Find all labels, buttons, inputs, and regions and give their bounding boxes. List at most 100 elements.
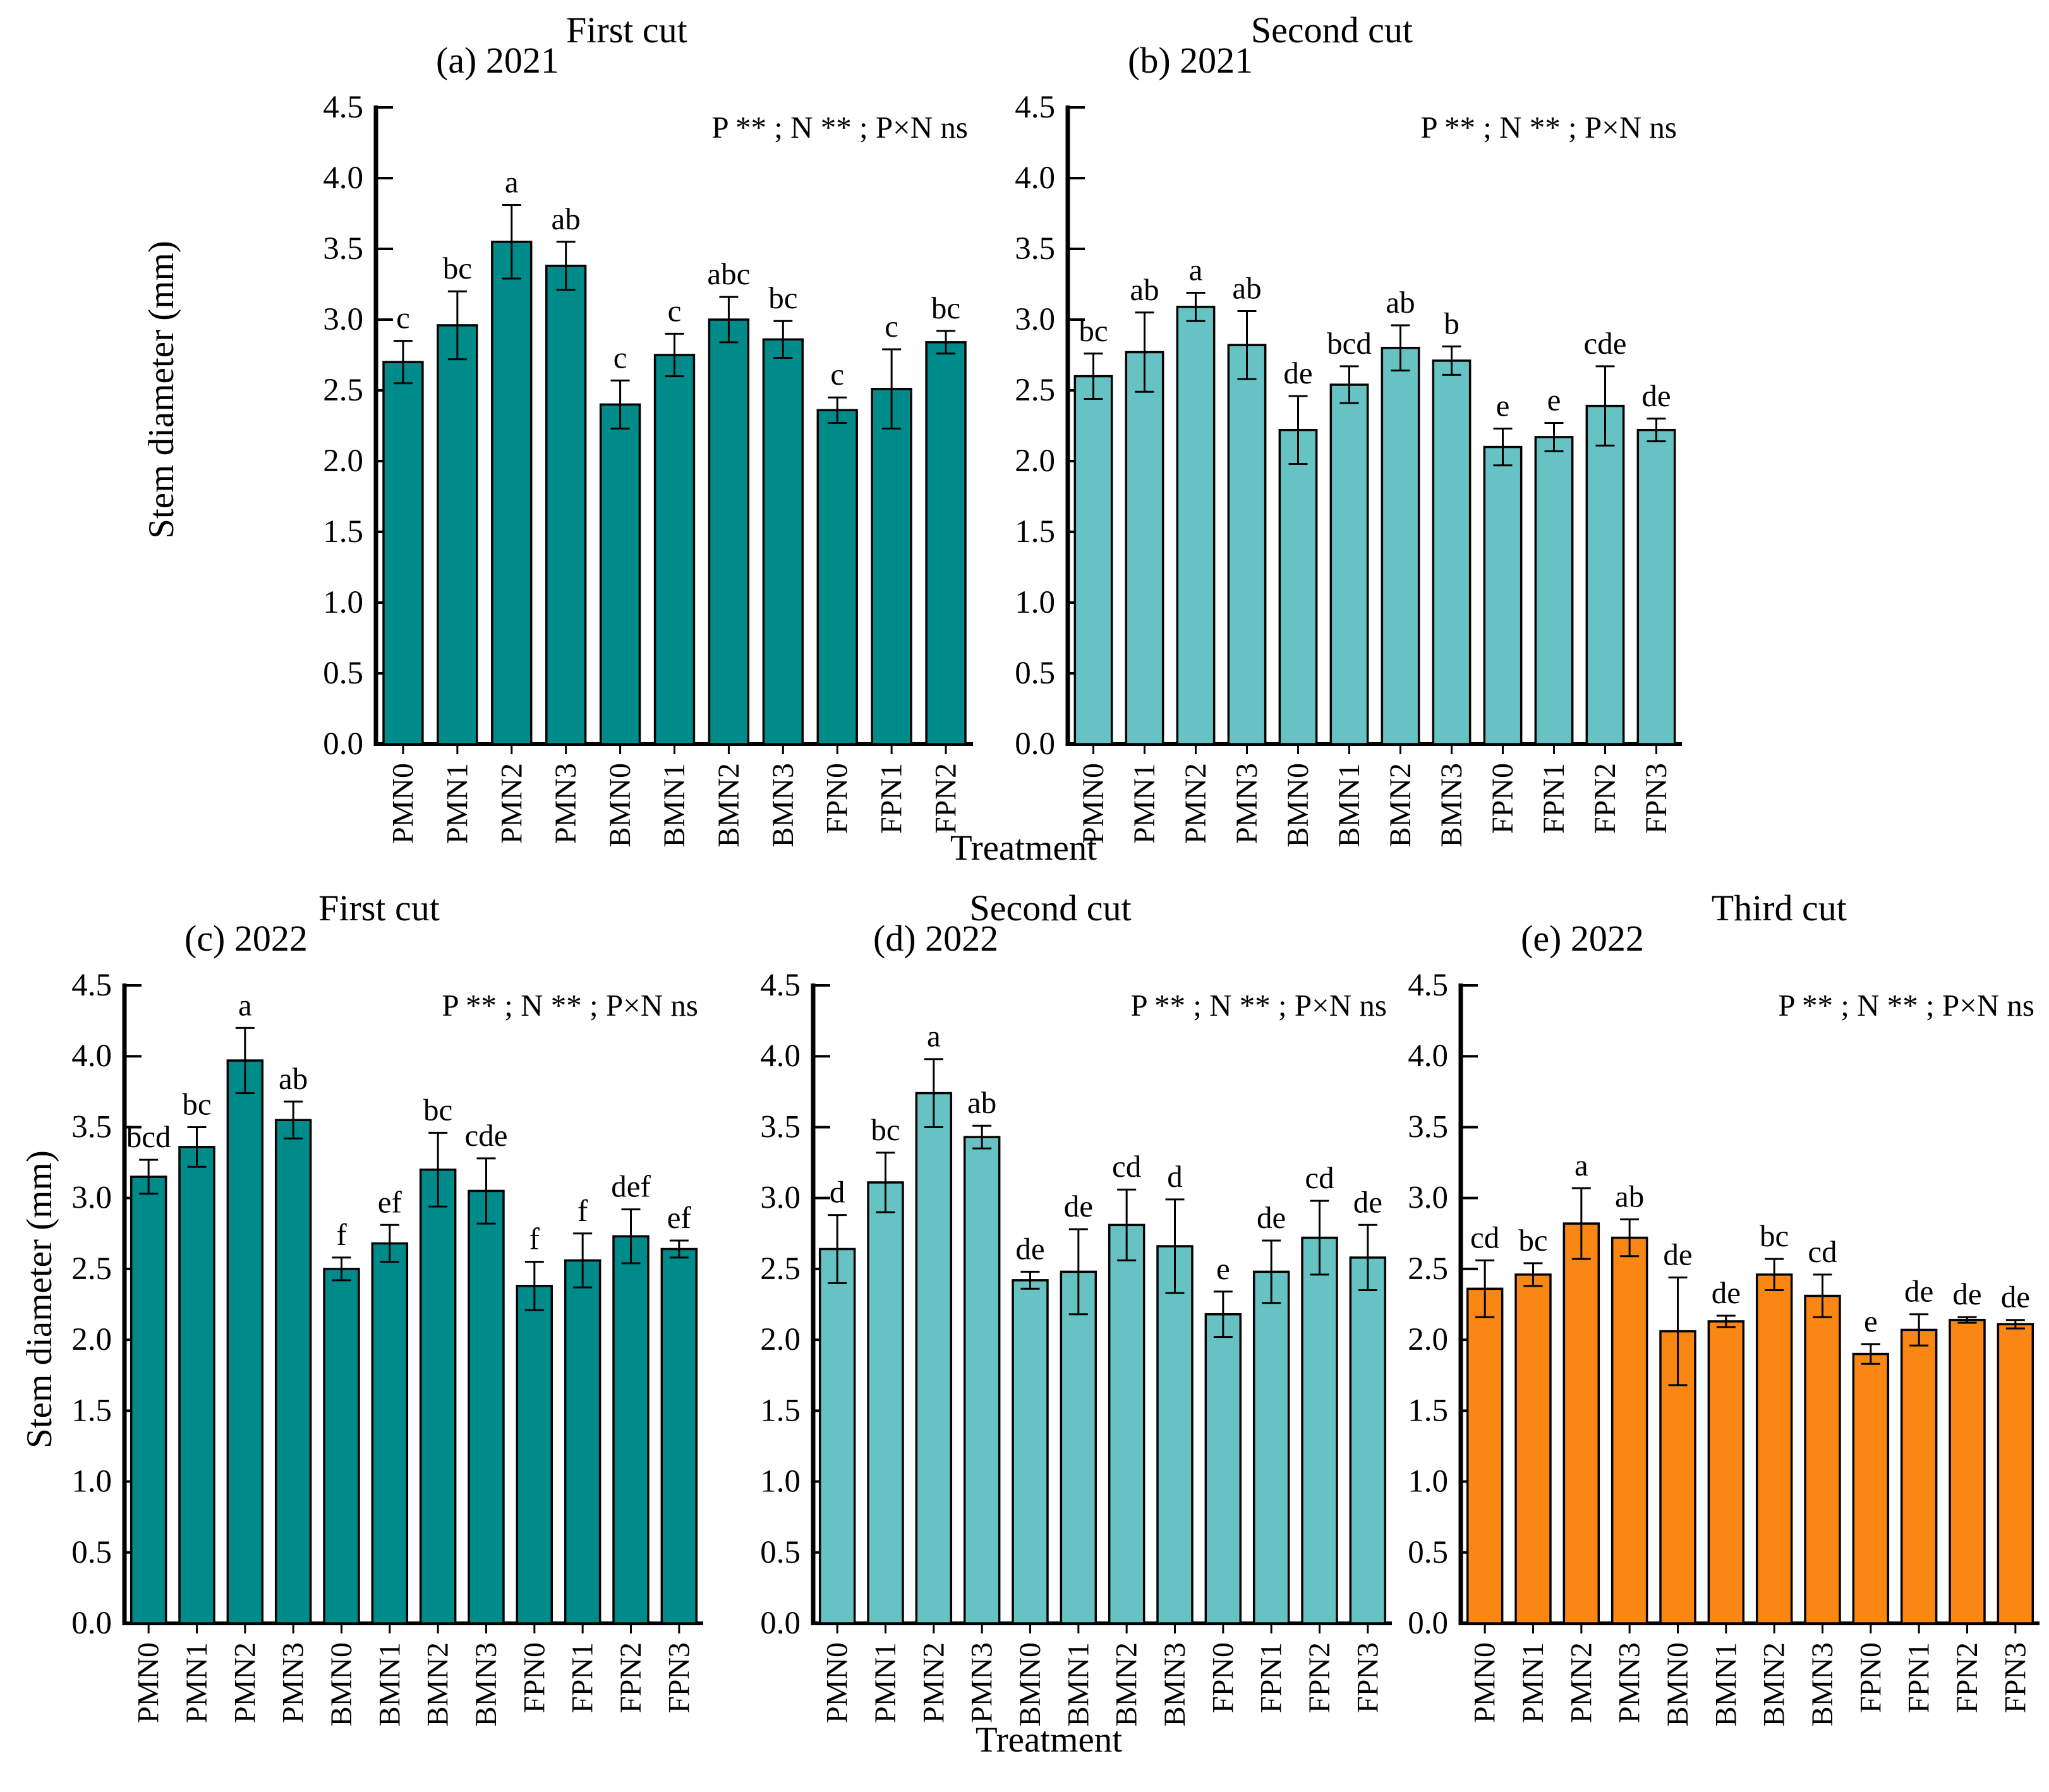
y-tick-label: 0.0 <box>760 1606 801 1641</box>
significance-letter: bc <box>871 1112 900 1147</box>
y-axis-label-top-row: Stem diameter (mm) <box>142 241 181 539</box>
panel-e: Third cut (e) 2022 P ** ; N ** ; P×N ns 0.0… <box>1408 887 2040 1726</box>
bar-a-PMN3 <box>545 265 587 745</box>
x-category-label: PMN0 <box>1077 763 1110 844</box>
x-category-label: BMN3 <box>1158 1642 1192 1726</box>
bar-e-FPN2 <box>1949 1318 1986 1625</box>
significance-letter: bc <box>423 1092 452 1127</box>
bar-d-PMN3 <box>963 1136 1001 1625</box>
bar-c-BMN3 <box>468 1189 505 1625</box>
y-tick-label: 0.0 <box>323 726 363 762</box>
x-category-label: FPN0 <box>821 763 854 834</box>
significance-letter: e <box>1496 388 1510 423</box>
y-tick-label: 4.5 <box>323 90 363 125</box>
significance-letter: bc <box>182 1086 211 1121</box>
x-category-label: PMN1 <box>180 1642 214 1723</box>
significance-letter: abc <box>707 256 750 291</box>
significance-letter: c <box>830 357 844 392</box>
significance-letter: bc <box>768 280 797 315</box>
bar-d-PMN1 <box>867 1181 904 1625</box>
panel-year-label: (c) 2022 <box>184 918 308 959</box>
y-tick-label: 2.0 <box>1408 1322 1448 1357</box>
significance-letter: cd <box>1112 1149 1141 1184</box>
significance-letter: f <box>336 1217 347 1252</box>
panel-d: Second cut(d) 2022 P ** ; N ** ; P×N ns 0.… <box>760 887 1392 1726</box>
bar-c-PMN3 <box>274 1119 312 1625</box>
significance-letter: d <box>830 1175 845 1210</box>
bar-a-FPN2 <box>925 341 967 745</box>
bar-b-PMN2 <box>1176 306 1216 745</box>
y-tick-label: 3.5 <box>1015 231 1055 267</box>
significance-letter: ab <box>1386 285 1415 320</box>
x-category-label: FPN1 <box>1537 763 1571 834</box>
significance-letter: de <box>1904 1274 1933 1309</box>
x-category-label: FPN3 <box>662 1642 696 1713</box>
bar-b-FPN2 <box>1585 404 1625 745</box>
bar-c-FPN3 <box>660 1248 698 1625</box>
bar-a-PMN2 <box>491 241 533 745</box>
significance-letter: a <box>1189 252 1203 287</box>
x-category-label: BMN1 <box>658 763 691 847</box>
significance-letter: ab <box>1232 271 1261 306</box>
y-tick-label: 1.0 <box>1015 585 1055 620</box>
x-category-label: BMN0 <box>325 1642 358 1726</box>
bar-b-BMN2 <box>1381 347 1420 745</box>
y-tick-label: 3.5 <box>760 1109 801 1145</box>
significance-letter: cd <box>1305 1160 1334 1195</box>
y-tick-label: 1.5 <box>323 514 363 550</box>
x-category-label: PMN0 <box>821 1642 854 1723</box>
bar-e-PMN2 <box>1562 1222 1600 1625</box>
y-tick-label: 2.0 <box>760 1322 801 1357</box>
significance-letter: e <box>1216 1251 1230 1286</box>
x-category-label: BMN3 <box>766 763 800 847</box>
x-category-label: FPN3 <box>1998 1642 2032 1713</box>
y-tick-label: 2.0 <box>1015 443 1055 479</box>
x-category-label: FPN2 <box>1950 1642 1984 1713</box>
x-category-label: BMN2 <box>1384 763 1417 847</box>
bar-b-FPN0 <box>1483 445 1523 745</box>
significance-letter: e <box>1864 1304 1878 1338</box>
x-category-label: PMN2 <box>1564 1642 1598 1723</box>
bar-a-BMN2 <box>708 318 750 745</box>
y-tick-label: 1.5 <box>760 1393 801 1428</box>
x-category-label: BMN0 <box>1281 763 1315 847</box>
bar-a-BMN3 <box>762 338 804 745</box>
y-tick-label: 4.5 <box>1408 968 1448 1003</box>
bar-b-FPN1 <box>1534 436 1574 745</box>
x-category-label: BMN1 <box>1061 1642 1095 1726</box>
significance-letter: a <box>505 165 519 200</box>
bar-e-BMN1 <box>1707 1320 1745 1625</box>
significance-letter: cd <box>1470 1220 1499 1254</box>
bar-d-FPN0 <box>1204 1313 1242 1625</box>
panel-a: First cut(a) 2021 P ** ; N ** ; P×N ns 0.0… <box>323 9 973 847</box>
x-category-label: BMN2 <box>1110 1642 1144 1726</box>
y-tick-label: 4.0 <box>1015 160 1055 196</box>
x-category-label: PMN1 <box>869 1642 902 1723</box>
x-category-label: BMN0 <box>1013 1642 1047 1726</box>
bar-c-FPN2 <box>612 1235 650 1625</box>
significance-letter: ab <box>1615 1179 1644 1213</box>
significance-letter: ef <box>667 1200 692 1235</box>
significance-letter: bc <box>443 251 472 286</box>
x-category-label: PMN3 <box>965 1642 999 1723</box>
y-tick-label: 2.5 <box>71 1251 112 1287</box>
y-tick-label: 2.5 <box>323 373 363 408</box>
x-category-label: FPN0 <box>1854 1642 1887 1713</box>
y-tick-label: 3.0 <box>71 1181 112 1216</box>
anova-annotation: P ** ; N ** ; P×N ns <box>442 988 698 1023</box>
y-tick-label: 1.0 <box>323 585 363 620</box>
bar-a-BMN1 <box>653 354 696 745</box>
anova-annotation: P ** ; N ** ; P×N ns <box>1420 110 1677 145</box>
x-category-label: PMN1 <box>1128 763 1161 844</box>
bar-b-PMN3 <box>1227 344 1267 745</box>
bar-c-PMN0 <box>130 1176 167 1625</box>
x-category-label: FPN2 <box>1588 763 1622 834</box>
x-category-label: FPN1 <box>1902 1642 1936 1713</box>
bar-e-FPN3 <box>1997 1323 2034 1625</box>
bar-d-BMN1 <box>1060 1270 1097 1625</box>
x-category-label: FPN1 <box>1255 1642 1288 1713</box>
significance-letter: a <box>927 1019 941 1054</box>
y-tick-label: 4.0 <box>1408 1038 1448 1074</box>
y-tick-label: 3.0 <box>323 302 363 337</box>
x-category-label: PMN2 <box>917 1642 950 1723</box>
